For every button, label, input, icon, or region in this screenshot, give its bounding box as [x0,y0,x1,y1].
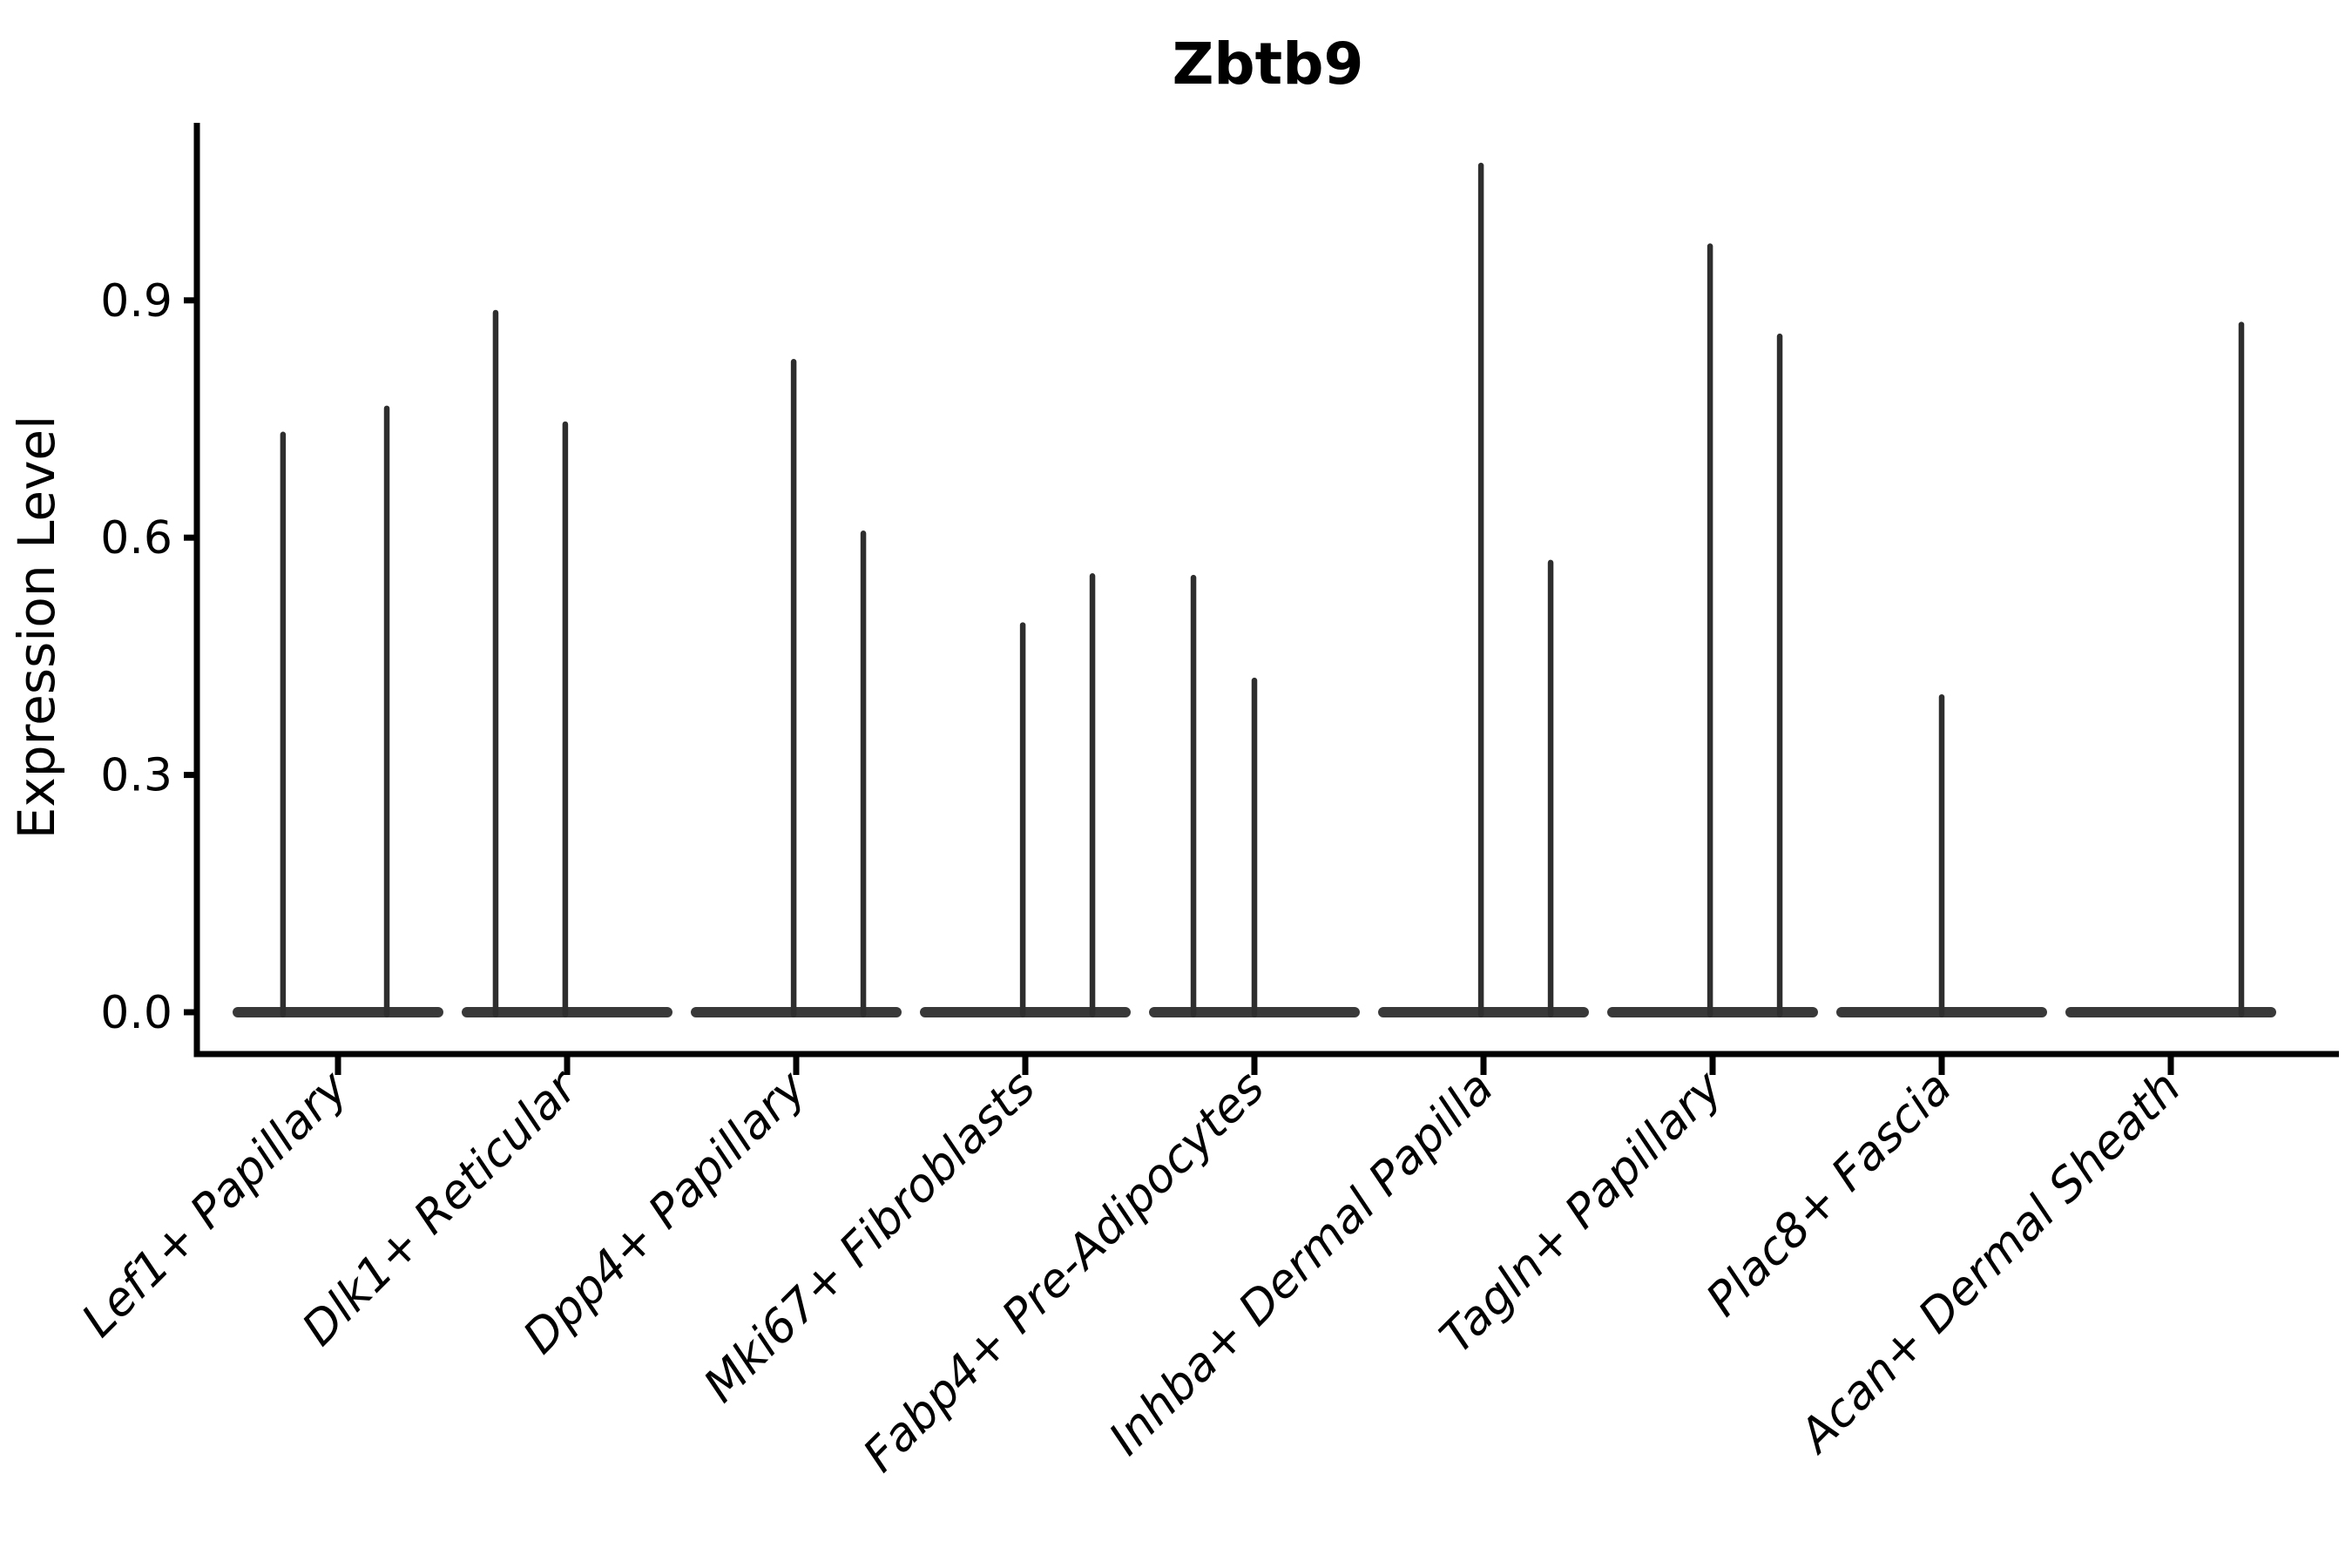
violin-spike [1190,574,1197,1017]
violin-spike [1089,573,1096,1017]
violin-spike [383,405,390,1018]
x-tick-label: Acan+ Dermal Sheath [1788,1061,2192,1464]
violin-spike [562,421,569,1017]
violin-spike [1251,677,1258,1017]
chart-title: Zbtb9 [1173,30,1364,98]
violin-spike [1776,333,1783,1017]
violin-spike [860,531,867,1017]
violin-spike [492,309,499,1017]
x-tick-label: Inhba+ Dermal Papilla [1099,1061,1504,1465]
violin-base [233,1007,443,1017]
violin-base [2065,1007,2276,1017]
violin-spike [790,358,797,1017]
y-tick-label: 0.6 [100,512,172,564]
y-tick-label: 0.3 [100,750,172,802]
violin-spike [280,431,287,1017]
y-tick-label: 0.0 [100,987,172,1039]
y-axis-label: Expression Level [7,416,66,839]
violin-spike [1707,243,1713,1017]
x-tick-label: Fabp4+ Pre-Adipocytes [854,1061,1275,1483]
violin-spike [1547,559,1554,1017]
violin-spike [2238,321,2245,1017]
violin-spike [1019,622,1026,1017]
violin-spike [1477,162,1484,1018]
violin-spike [1938,693,1945,1017]
x-tick-label: Plac8+ Fascia [1696,1061,1962,1327]
y-tick-label: 0.9 [100,275,172,328]
